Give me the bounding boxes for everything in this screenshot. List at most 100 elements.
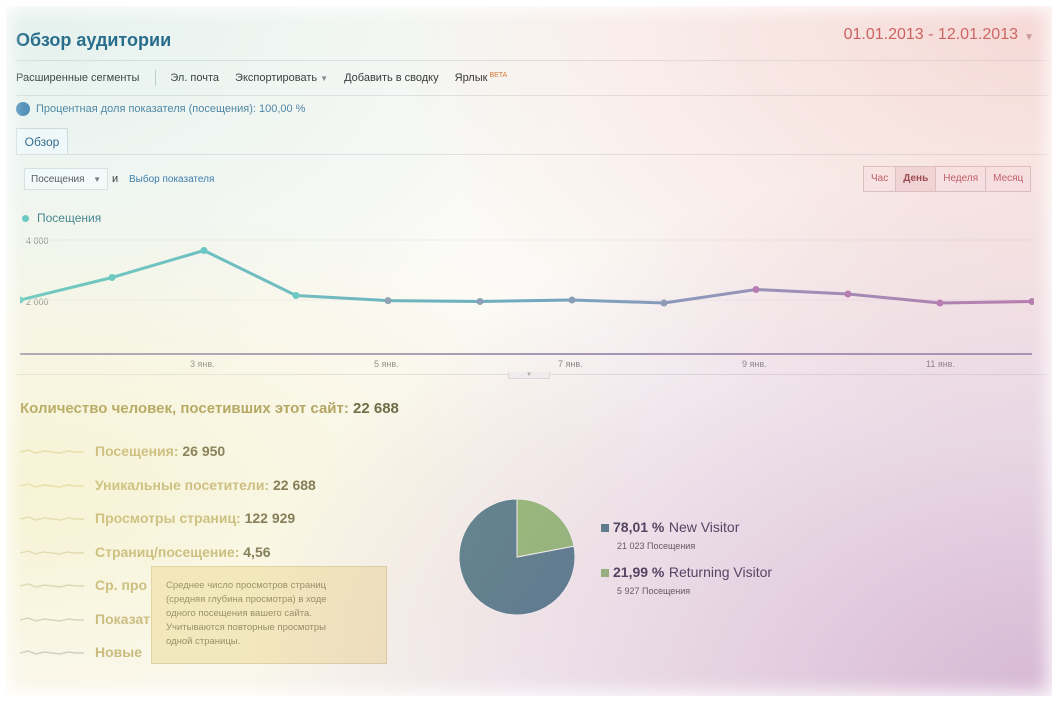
page-title: Обзор аудитории: [16, 30, 172, 50]
data-point[interactable]: [108, 274, 116, 281]
headline-value: 22 688: [353, 400, 399, 417]
legend-label: Посещения: [37, 211, 102, 225]
returning-visitor-label: Returning Visitor: [668, 564, 773, 580]
data-point[interactable]: [200, 247, 208, 254]
pie-legend-new-visitor: 78,01 % New Visitor 21 023 Посещения: [601, 519, 739, 551]
email-button[interactable]: Эл. почта: [170, 72, 220, 84]
summary-stat[interactable]: Уникальные посетители: 22 688: [95, 477, 316, 493]
data-point[interactable]: [568, 296, 576, 304]
divider: [16, 154, 1050, 155]
y-tick-label: 2 000: [26, 297, 49, 307]
period-month-button[interactable]: Месяц: [985, 166, 1032, 192]
sparkline: [20, 650, 84, 655]
visits-line-chart[interactable]: [20, 225, 1034, 357]
data-point[interactable]: [936, 299, 944, 307]
data-point[interactable]: [1028, 298, 1035, 305]
segment-label: Процентная доля показателя (посещения): …: [36, 103, 306, 115]
data-point[interactable]: [292, 292, 300, 299]
sparkline: [20, 482, 84, 488]
visitor-type-pie-chart[interactable]: [457, 497, 577, 617]
stat-label: Просмотры страниц:: [95, 510, 241, 526]
x-tick-label: 7 янв.: [558, 359, 583, 369]
stat-value: 4,56: [243, 543, 271, 560]
sparkline: [20, 583, 84, 588]
divider: [16, 95, 1050, 96]
stat-label: Страниц/посещение:: [95, 543, 240, 560]
toolbar: Расширенные сегменты Эл. почта Экспортир…: [16, 70, 523, 86]
visits-series-line: [20, 248, 1033, 305]
chevron-down-icon[interactable]: ▼: [1024, 32, 1034, 43]
stat-label: Ср. про: [95, 577, 148, 593]
beta-badge: BETA: [489, 72, 508, 79]
period-switcher: Час День Неделя Месяц: [863, 166, 1032, 192]
stat-label: Новые: [95, 644, 143, 660]
add-to-dashboard-button[interactable]: Добавить в сводку: [344, 72, 439, 84]
segment-summary: Процентная доля показателя (посещения): …: [16, 102, 305, 116]
metric-select-value: Посещения: [31, 174, 85, 185]
collapse-handle[interactable]: ▼: [508, 372, 550, 379]
summary-stat[interactable]: Показат: [95, 611, 150, 627]
legend-square-icon: [601, 568, 609, 577]
chevron-down-icon: ▼: [320, 74, 329, 83]
tooltip-line: Среднее число просмотров страниц: [166, 580, 327, 591]
new-visitor-count: 21 023 Посещения: [617, 541, 696, 551]
headline-label: Количество человек, посетивших этот сайт…: [20, 400, 349, 417]
summary-stat[interactable]: Ср. про: [95, 577, 147, 593]
summary-stat[interactable]: Новые: [95, 644, 142, 660]
x-tick-label: 5 янв.: [374, 359, 399, 369]
x-tick-label: 11 янв.: [926, 359, 955, 369]
tooltip-line: (средняя глубина просмотра) в ходе: [166, 594, 327, 605]
export-label: Экспортировать: [235, 72, 318, 84]
data-point[interactable]: [844, 290, 852, 298]
y-tick-label: 4 000: [26, 236, 49, 246]
summary-stat[interactable]: Страниц/посещение: 4,56: [95, 544, 271, 560]
period-day-button[interactable]: День: [895, 166, 937, 192]
period-week-button[interactable]: Неделя: [935, 166, 987, 192]
period-hour-button[interactable]: Час: [863, 166, 897, 192]
advanced-segments-button[interactable]: Расширенные сегменты: [16, 72, 140, 84]
date-range-picker[interactable]: 01.01.2013 - 12.01.2013: [843, 26, 1018, 43]
pie-slice-returning-visitor[interactable]: [516, 498, 575, 558]
pie-segment-icon: [16, 102, 30, 116]
tooltip-line: одного посещения вашего сайта.: [166, 608, 312, 619]
tooltip-line: Учитываются повторные просмотры: [166, 622, 326, 633]
shortcut-button[interactable]: Ярлык BETA: [455, 72, 508, 84]
new-visitor-label: New Visitor: [668, 519, 740, 535]
stat-label: Уникальные посетители:: [95, 476, 270, 493]
metric-select[interactable]: Посещения ▼: [24, 168, 108, 190]
stat-value: 26 950: [182, 443, 226, 459]
returning-visitor-count: 5 927 Посещения: [617, 586, 691, 596]
data-point[interactable]: [660, 299, 668, 307]
sparkline: [20, 516, 84, 521]
sparkline: [20, 549, 84, 555]
tooltip-line: одной страницы.: [166, 636, 241, 647]
chart-legend[interactable]: Посещения: [22, 211, 101, 225]
chevron-down-icon: ▼: [93, 175, 101, 184]
metric-tooltip: Среднее число просмотров страниц (средня…: [151, 566, 387, 664]
divider: [16, 60, 1050, 61]
data-point[interactable]: [752, 286, 760, 293]
returning-visitor-percent: 21,99 %: [613, 564, 665, 580]
choose-metric-link[interactable]: Выбор показателя: [129, 174, 215, 185]
data-point[interactable]: [476, 298, 484, 305]
pie-slice-new-visitor[interactable]: [458, 498, 576, 616]
legend-dot-icon: [22, 214, 29, 222]
stat-label: Показат: [95, 610, 150, 627]
data-point[interactable]: [20, 296, 24, 304]
stat-value: 22 688: [273, 476, 316, 493]
summary-stat[interactable]: Посещения: 26 950: [95, 443, 225, 459]
legend-square-icon: [601, 523, 609, 532]
stat-value: 122 929: [244, 510, 296, 526]
shortcut-label: Ярлык: [454, 72, 488, 84]
x-tick-label: 9 янв.: [742, 359, 767, 369]
stat-label: Посещения:: [95, 443, 179, 459]
summary-stat[interactable]: Просмотры страниц: 122 929: [95, 510, 295, 526]
export-button[interactable]: Экспортировать ▼: [235, 72, 328, 84]
sparkline: [20, 449, 84, 454]
tab-overview[interactable]: Обзор: [16, 128, 68, 155]
sparkline: [20, 616, 84, 622]
new-visitor-percent: 78,01 %: [613, 519, 665, 535]
data-point[interactable]: [384, 297, 392, 305]
pie-legend-returning-visitor: 21,99 % Returning Visitor 5 927 Посещени…: [601, 564, 772, 596]
